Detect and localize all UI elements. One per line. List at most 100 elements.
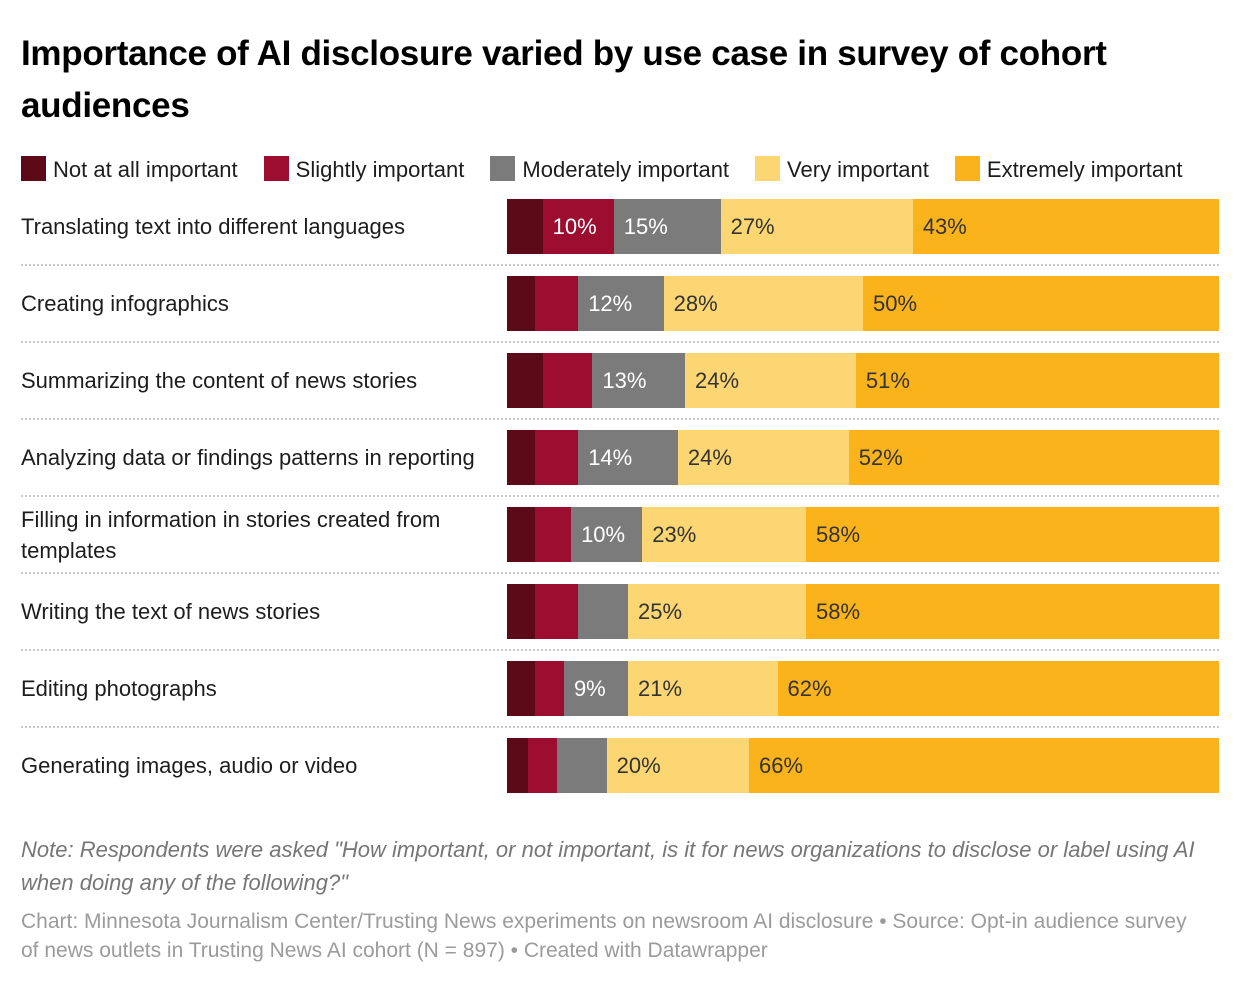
chart-credits: Chart: Minnesota Journalism Center/Trust… [21, 910, 1187, 962]
stacked-bar: 13% 24% 51% [507, 353, 1219, 408]
bar-segment-label: 58% [816, 521, 861, 547]
bar-segment-label: 10% [581, 521, 626, 547]
stacked-bar: 12% 28% 50% [507, 276, 1219, 331]
bar-segment [507, 661, 536, 716]
bar-segment [507, 199, 543, 254]
chart-row: Generating images, audio or video 20% 66% [21, 728, 1219, 803]
bar-segment [578, 584, 629, 639]
legend-swatch-icon [490, 156, 516, 181]
bar-segment-label: 10% [552, 213, 597, 239]
stacked-bar: 10% 15% 27% 43% [507, 199, 1219, 254]
bar-segment: 24% [677, 430, 849, 485]
bar-segment-label: 52% [858, 444, 903, 470]
bar-segment: 62% [777, 661, 1219, 716]
bar-segment: 28% [663, 276, 863, 331]
bar-segment: 12% [578, 276, 664, 331]
bar-segment [556, 738, 607, 793]
bar-segment: 13% [592, 353, 685, 408]
bar-segment-label: 14% [588, 444, 633, 470]
bar-segment-label: 25% [638, 598, 683, 624]
bar-segment [507, 738, 529, 793]
stacked-bar: 10% 23% 58% [507, 507, 1219, 562]
bar-segment: 66% [749, 738, 1219, 793]
row-label: Editing photographs [21, 676, 217, 701]
legend-item: Very important [755, 156, 929, 182]
bar-segment: 43% [912, 199, 1219, 254]
chart-row: Writing the text of news stories 25% 58% [21, 574, 1219, 651]
bar-segment: 58% [806, 507, 1219, 562]
legend-item: Extremely important [954, 156, 1183, 182]
bar-segment-label: 43% [922, 213, 967, 239]
chart-row: Translating text into different language… [21, 189, 1219, 266]
bar-segment [507, 430, 536, 485]
legend-label: Moderately important [522, 157, 730, 182]
bar-segment: 51% [855, 353, 1219, 408]
bar-segment-label: 13% [602, 367, 647, 393]
legend-item: Moderately important [490, 156, 730, 182]
bar-segment [507, 276, 536, 331]
row-label: Writing the text of news stories [21, 599, 321, 624]
legend-swatch-icon [954, 156, 980, 181]
bar-segment: 23% [642, 507, 806, 562]
chart-note: Note: Respondents were asked "How import… [21, 837, 1195, 895]
bar-segment: 20% [606, 738, 750, 793]
legend: Not at all important Slightly important Mo… [21, 152, 1219, 187]
bar-segment [528, 738, 557, 793]
bar-segment [535, 276, 579, 331]
bar-segment-label: 50% [872, 290, 918, 316]
row-label: Filling in information in stories create… [21, 506, 441, 563]
bar-segment [535, 430, 579, 485]
bar-segment-label: 24% [694, 367, 740, 393]
legend-label: Slightly important [295, 157, 465, 182]
stacked-bar: 25% 58% [507, 584, 1219, 639]
bar-segment: 52% [848, 430, 1219, 485]
bar-segment: 15% [613, 199, 721, 254]
chart-row: Summarizing the content of news stories 1… [21, 343, 1219, 420]
legend-swatch-icon [263, 156, 289, 181]
bar-segment-label: 12% [588, 290, 633, 316]
bar-segment-label: 21% [638, 675, 683, 701]
chart-row: Analyzing data or findings patterns in r… [21, 420, 1219, 497]
legend-swatch-icon [755, 156, 781, 181]
bar-segment [535, 507, 572, 562]
row-label: Creating infographics [21, 291, 229, 316]
bar-segment-label: 20% [616, 752, 661, 778]
bar-segment-label: 28% [673, 290, 718, 316]
bar-segment-label: 15% [623, 213, 668, 239]
bar-segment [535, 584, 579, 639]
row-label: Translating text into different language… [21, 214, 406, 239]
legend-label: Very important [787, 157, 929, 182]
bar-segment: 9% [563, 661, 629, 716]
bar-segment-label: 24% [687, 444, 732, 470]
chart-row: Editing photographs 9% 21% 62% [21, 651, 1219, 728]
stacked-bar: 9% 21% 62% [507, 661, 1219, 716]
legend-label: Not at all important [53, 157, 238, 182]
bar-segment-label: 62% [787, 675, 832, 701]
bar-segment-label: 51% [865, 367, 910, 393]
legend-label: Extremely important [986, 157, 1183, 182]
legend-swatch-icon [21, 156, 46, 181]
row-label: Generating images, audio or video [21, 753, 358, 778]
bar-segment: 10% [542, 199, 614, 254]
bar-segment [535, 661, 564, 716]
bar-segment: 25% [628, 584, 807, 639]
bar-segment-label: 27% [730, 213, 775, 239]
chart-rows: Translating text into different language… [21, 189, 1219, 803]
chart-row: Creating infographics 12% 28% 50% [21, 266, 1219, 343]
stacked-bar: 20% 66% [507, 738, 1219, 793]
bar-segment [507, 507, 536, 562]
bar-segment [542, 353, 593, 408]
legend-item: Not at all important [21, 156, 238, 182]
bar-segment: 10% [571, 507, 643, 562]
legend-item: Slightly important [263, 156, 465, 182]
bar-segment: 50% [862, 276, 1219, 331]
bar-segment: 21% [628, 661, 778, 716]
bar-segment-label: 66% [759, 752, 804, 778]
bar-segment-label: 58% [816, 598, 861, 624]
bar-segment-label: 9% [573, 675, 606, 701]
bar-segment [507, 353, 543, 408]
chart-row: Filling in information in stories create… [21, 497, 1219, 574]
chart-title: Importance of AI disclosure varied by us… [21, 34, 1107, 125]
bar-segment: 58% [806, 584, 1219, 639]
